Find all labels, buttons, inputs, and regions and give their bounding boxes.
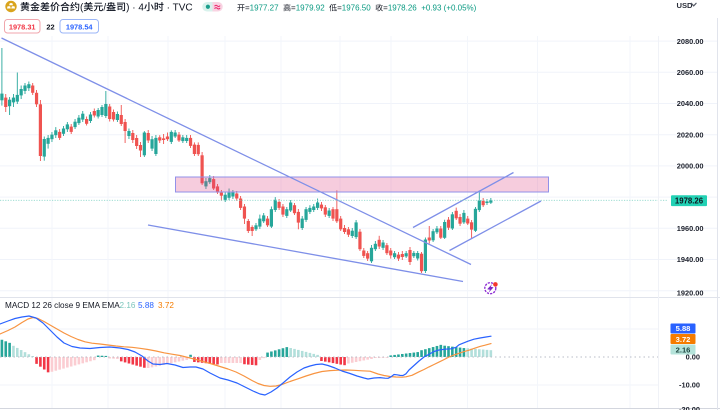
svg-text:(: ( (80, 2, 84, 13)
svg-text:3.72: 3.72 (158, 301, 174, 310)
svg-text:1978.54: 1978.54 (66, 22, 94, 31)
svg-text:2020.00: 2020.00 (677, 130, 704, 139)
svg-text:2000.00: 2000.00 (677, 162, 704, 171)
svg-text:USD: USD (677, 1, 694, 10)
svg-text:1977.27: 1977.27 (250, 4, 279, 13)
svg-text:) · 4: ) · 4 (126, 2, 144, 13)
svg-text:1978.26: 1978.26 (675, 197, 704, 206)
svg-text:/: / (103, 2, 106, 13)
svg-text:MACD 12 26 close 9 EMA EMA: MACD 12 26 close 9 EMA EMA (5, 301, 120, 310)
svg-text:1960.00: 1960.00 (677, 224, 704, 233)
svg-text:22: 22 (46, 22, 54, 31)
svg-text:1979.92: 1979.92 (296, 4, 325, 13)
svg-text:2.16: 2.16 (676, 346, 691, 355)
svg-text:2060.00: 2060.00 (677, 68, 704, 77)
svg-text:5.88: 5.88 (676, 324, 691, 333)
svg-text:0.00: 0.00 (686, 352, 700, 361)
svg-text:2080.00: 2080.00 (677, 37, 704, 46)
svg-text:2040.00: 2040.00 (677, 99, 704, 108)
svg-text:-10.00: -10.00 (679, 381, 700, 390)
svg-text:+0.93 (+0.05%): +0.93 (+0.05%) (421, 4, 476, 13)
svg-text:=: = (245, 4, 250, 13)
svg-text:· TVC: · TVC (164, 2, 193, 13)
svg-text:1978.26: 1978.26 (388, 4, 417, 13)
svg-text:1940.00: 1940.00 (677, 255, 704, 264)
svg-text:=: = (337, 4, 342, 13)
svg-text:1978.31: 1978.31 (9, 22, 36, 31)
svg-text:=: = (383, 4, 388, 13)
svg-text:5.88: 5.88 (138, 301, 154, 310)
svg-text:1976.50: 1976.50 (342, 4, 371, 13)
svg-text:2.16: 2.16 (120, 301, 136, 310)
svg-text:1920.00: 1920.00 (677, 289, 704, 298)
svg-text:3.72: 3.72 (676, 335, 691, 344)
svg-text:-20.00: -20.00 (679, 405, 700, 410)
svg-text:=: = (291, 4, 296, 13)
